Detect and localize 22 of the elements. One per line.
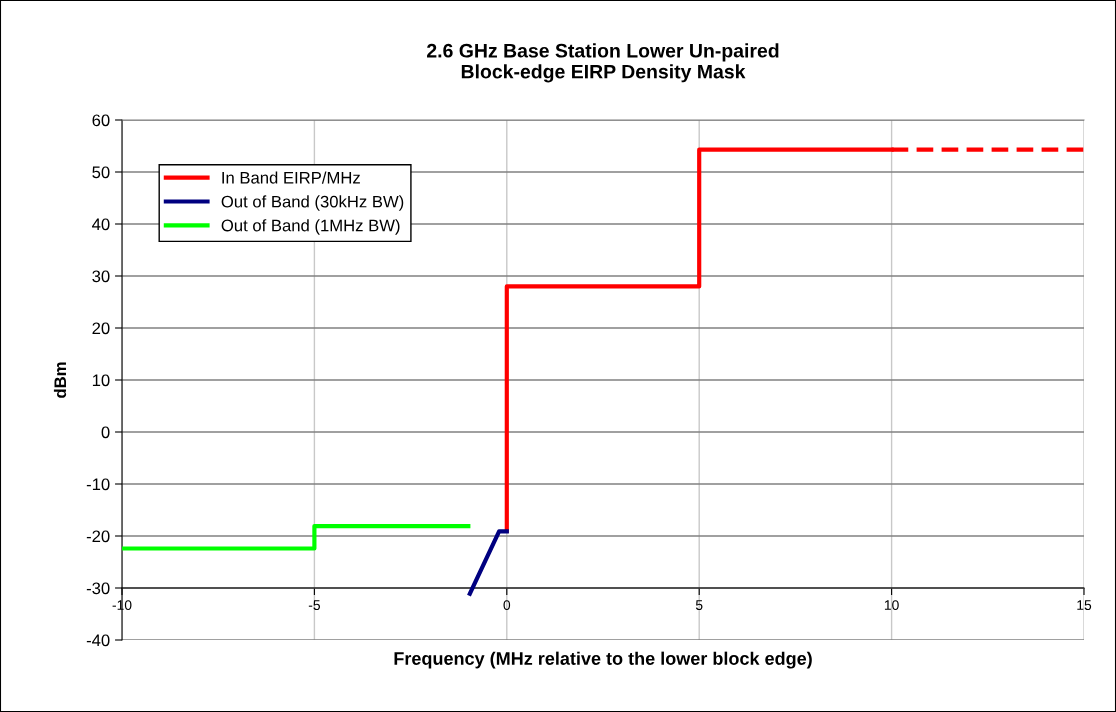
y-axis-title: dBm [53, 362, 67, 398]
y-tick-label: -40 [86, 634, 110, 647]
y-tick-label: 30 [92, 270, 110, 283]
y-tick-label: 40 [92, 218, 110, 231]
x-tick-label: 5 [695, 600, 703, 611]
y-tick-label: -10 [86, 478, 110, 491]
x-tick-label: -5 [308, 600, 320, 611]
y-tick-label: -30 [86, 582, 110, 595]
y-tick-label: 10 [92, 374, 110, 387]
legend-label: Out of Band (1MHz BW) [221, 219, 400, 235]
y-tick-label: 20 [92, 322, 110, 335]
y-tick-label: 60 [92, 114, 110, 127]
chart-title: 2.6 GHz Base Station Lower Un-paired Block-edge EIRP Density Mask [427, 43, 779, 83]
x-axis-title: Frequency (MHz relative to the lower block edge) [394, 651, 812, 669]
legend-label: In Band EIRP/MHz [222, 171, 360, 184]
y-tick-label: 50 [92, 166, 110, 179]
x-tick-label: 10 [884, 600, 899, 611]
legend-label: Out of Band (30kHz BW) [221, 195, 404, 211]
y-tick-label: 0 [101, 426, 110, 439]
x-tick-label: 15 [1077, 600, 1092, 611]
y-tick-label: -20 [86, 530, 110, 543]
x-tick-label: 0 [503, 600, 511, 611]
